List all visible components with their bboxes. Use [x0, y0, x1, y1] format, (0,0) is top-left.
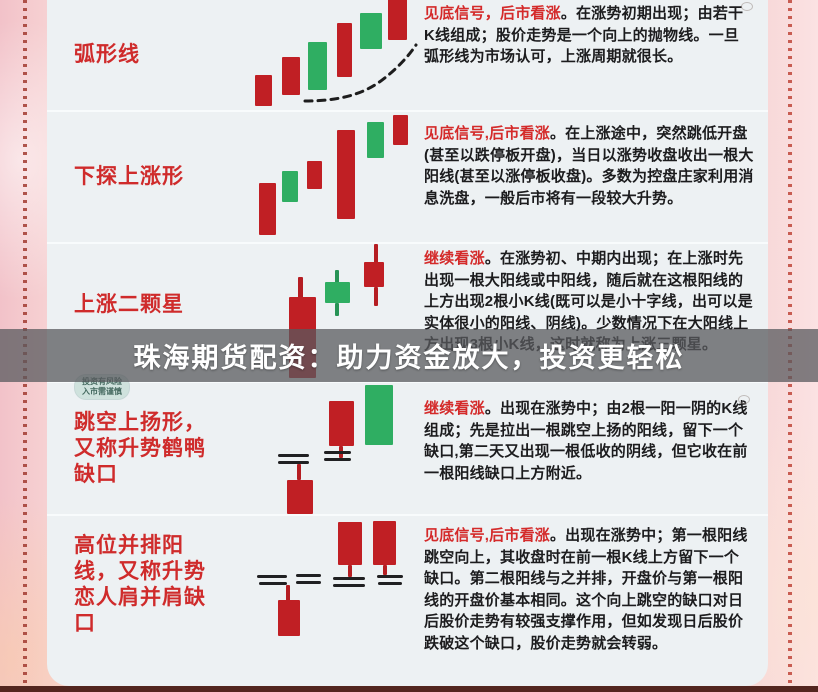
bullish-candle: [255, 75, 272, 106]
candle-wick: [383, 565, 387, 575]
description-text: 。在上涨途中，突然跳低开盘(甚至以跌停板开盘)，当日以涨势收盘收出一根大阳线(甚…: [424, 125, 754, 207]
pattern-description-cell: 继续看涨。出现在涨势中；由2根一阳一阴的K线组成；先是拉出一根跳空上扬的阳线，留…: [424, 383, 768, 514]
pattern-description-cell: 见底信号,后市看涨。出现在涨势中；第一根阳线跳空向上，其收盘时在前一根K线上方留…: [424, 516, 768, 686]
pattern-row-probe-down-rise: 下探上涨形 见底信号,后市看涨。在上涨途中，突然跳低开盘(甚至以跌停板开盘)，当…: [47, 110, 768, 242]
description-text: 。在涨势初期出现；由若干K线组成；股价走势是一个向上的抛物线。一旦弧形线为市场认…: [424, 5, 744, 65]
bullish-candle: [364, 262, 384, 287]
disclaimer-line: 入市需谨慎: [82, 387, 122, 396]
stamp-icon: [741, 2, 753, 11]
candlestick-chart-gap-up-rise: [212, 383, 424, 514]
bullish-candle: [278, 600, 300, 636]
bullish-candle: [307, 161, 322, 189]
bullish-candle: [329, 401, 354, 446]
candle-wick: [286, 585, 290, 601]
pattern-name: 跳空上扬形，又称升势鹤鸭缺口: [74, 410, 206, 486]
candle-wick: [335, 303, 339, 316]
signal-text: 见底信号,后市看涨: [424, 125, 550, 142]
bearish-candle: [282, 171, 298, 202]
pattern-description-cell: 见底信号，后市看涨。在涨势初期出现；由若干K线组成；股价走势是一个向上的抛物线。…: [424, 0, 768, 110]
gap-mark: [377, 575, 403, 578]
gap-mark: [278, 454, 309, 457]
bullish-candle: [287, 480, 313, 514]
pattern-label-cell: 上涨二颗星: [47, 244, 212, 381]
pattern-row-arc-line: 弧形线 见底信号，后市看涨。在涨势初期出现；由若干K线组成；股价走势是一个向上的…: [47, 0, 768, 110]
bullish-candle: [337, 130, 355, 219]
description-text: 。出现在涨势中；由2根一阳一阴的K线组成；先是拉出一根跳空上扬的阳线，留下一个缺…: [424, 400, 748, 482]
candle-wick: [297, 464, 301, 480]
bullish-candle: [338, 522, 362, 565]
bullish-candle: [388, 0, 407, 40]
pattern-description-cell: 见底信号,后市看涨。在上涨途中，突然跳低开盘(甚至以跌停板开盘)，当日以涨势收盘…: [424, 112, 768, 242]
bullish-candle: [337, 23, 352, 77]
signal-text: 继续看涨: [424, 400, 485, 417]
bearish-candle: [367, 122, 384, 158]
pattern-row-gap-up-rise: 跳空上扬形，又称升势鹤鸭缺口 继续看涨。出现在涨势中；由2根一阳一阴的K线组成；…: [47, 381, 768, 514]
bullish-candle: [282, 57, 300, 95]
candle-wick: [298, 277, 303, 299]
pattern-name: 高位并排阳线，又称升势恋人肩并肩缺口: [74, 534, 206, 635]
pattern-label-cell: 下探上涨形: [47, 112, 212, 242]
candle-wick: [374, 244, 378, 264]
candle-wick: [335, 270, 339, 284]
gap-mark: [324, 458, 351, 461]
signal-text: 继续看涨: [424, 250, 485, 267]
gap-mark: [259, 582, 287, 585]
description-text: 。出现在涨势中；第一根阳线跳空向上，其收盘时在前一根K线上方留下一个缺口。第二根…: [424, 527, 748, 652]
signal-text: 见底信号,后市看涨: [424, 527, 550, 544]
watermark-banner: 珠海期货配资：助力资金放大，投资更轻松: [0, 329, 818, 382]
gap-mark: [296, 574, 321, 577]
signal-text: 见底信号，后市看涨: [424, 5, 561, 22]
gap-mark: [333, 584, 365, 587]
bearish-candle: [325, 282, 350, 303]
gap-mark: [324, 451, 351, 454]
pattern-row-side-by-side-yang-lines: 高位并排阳线，又称升势恋人肩并肩缺口 见底信号,后市看涨。出现在涨势中；第一: [47, 514, 768, 686]
gap-mark: [378, 582, 402, 585]
pattern-label-cell: 弧形线: [47, 0, 212, 110]
candle-wick: [374, 287, 378, 306]
pattern-name: 下探上涨形: [74, 165, 184, 188]
pattern-label-cell: 高位并排阳线，又称升势恋人肩并肩缺口: [47, 516, 212, 686]
arc-trend-line: [303, 43, 418, 103]
pattern-name: 弧形线: [74, 43, 140, 66]
candlestick-chart-arc-line: [212, 0, 424, 110]
gap-mark: [296, 581, 321, 584]
bottom-bar: [0, 686, 818, 692]
gap-mark: [257, 575, 287, 578]
bullish-candle: [373, 521, 396, 565]
pattern-label-cell: 跳空上扬形，又称升势鹤鸭缺口: [47, 383, 212, 514]
candlestick-chart-probe-down-rise: [212, 112, 424, 242]
bearish-candle: [360, 13, 382, 49]
bullish-candle: [393, 115, 408, 145]
gap-mark: [333, 577, 365, 580]
stamp-icon: [738, 395, 750, 404]
watermark-text: 珠海期货配资：助力资金放大，投资更轻松: [133, 343, 685, 373]
bearish-candle: [365, 385, 393, 445]
candle-wick: [348, 565, 352, 577]
pattern-name: 上涨二颗星: [74, 293, 184, 316]
bullish-candle: [259, 183, 276, 235]
bearish-candle: [308, 42, 327, 90]
gap-mark: [278, 461, 309, 464]
candlestick-chart-side-by-side-yang: [212, 516, 424, 686]
